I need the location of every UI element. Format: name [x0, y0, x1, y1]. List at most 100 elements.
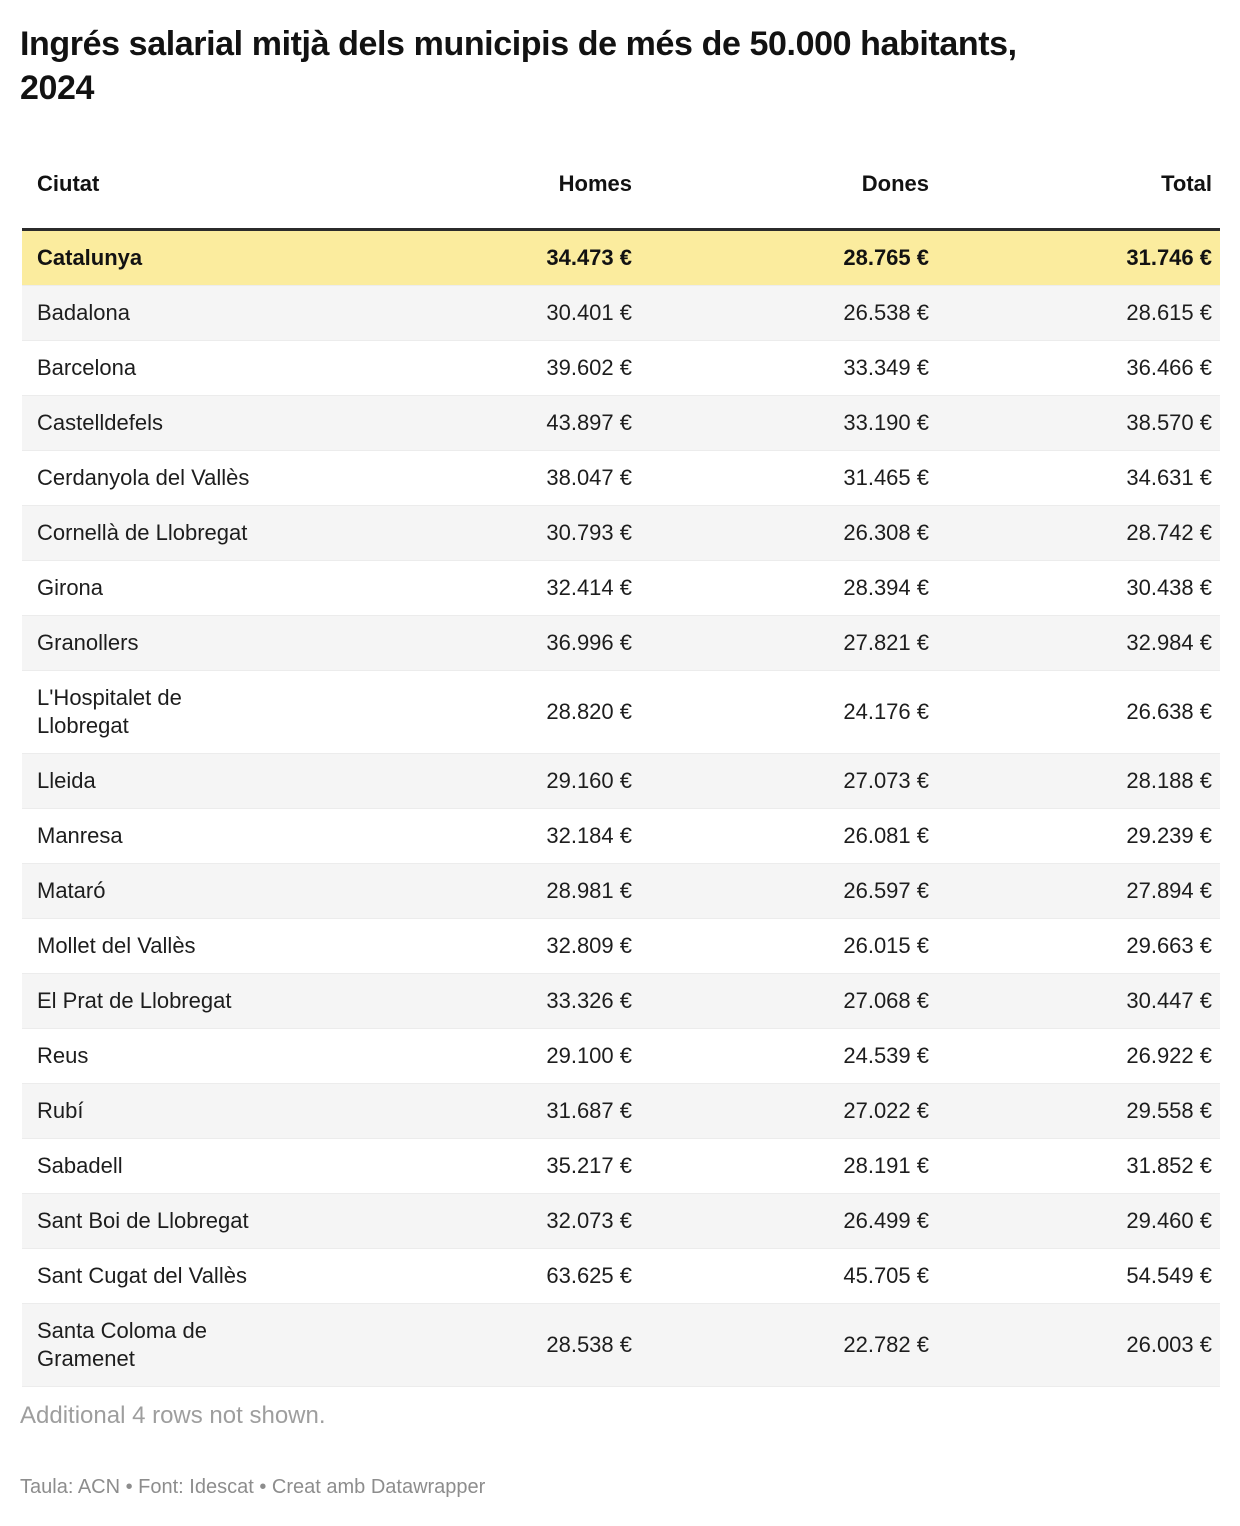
page-title: Ingrés salarial mitjà dels municipis de …	[20, 25, 1017, 107]
city-cell: Girona	[37, 575, 104, 600]
city-cell: Manresa	[37, 823, 123, 848]
dones-cell: 28.394 €	[843, 575, 929, 600]
highlight-row: Catalunya 34.473 € 28.765 € 31.746 €	[22, 229, 1220, 286]
table-row: Barcelona 39.602 € 33.349 € 36.466 €	[22, 341, 1220, 396]
table-row: Sabadell 35.217 € 28.191 € 31.852 €	[22, 1139, 1220, 1194]
homes-cell: 28.820 €	[546, 699, 632, 724]
city-cell: Lleida	[37, 768, 96, 793]
dones-cell: 33.190 €	[843, 410, 929, 435]
dones-cell: 26.081 €	[843, 823, 929, 848]
city-cell: Rubí	[37, 1098, 84, 1123]
dones-cell: 27.068 €	[843, 988, 929, 1013]
dones-cell: 24.176 €	[843, 699, 929, 724]
dones-cell: 26.597 €	[843, 878, 929, 903]
dones-cell: 27.821 €	[843, 630, 929, 655]
total-cell: 30.447 €	[1126, 988, 1212, 1013]
total-cell: 36.466 €	[1126, 355, 1212, 380]
homes-cell: 30.793 €	[546, 520, 632, 545]
total-cell: 26.003 €	[1126, 1332, 1212, 1357]
table-header-row: Ciutat Homes Dones Total	[22, 170, 1220, 230]
homes-cell: 32.073 €	[546, 1208, 632, 1233]
table-row: Reus 29.100 € 24.539 € 26.922 €	[22, 1029, 1220, 1084]
total-cell: 27.894 €	[1126, 878, 1212, 903]
dones-cell: 27.022 €	[843, 1098, 929, 1123]
homes-cell: 30.401 €	[546, 300, 632, 325]
city-cell: Sant Cugat del Vallès	[37, 1263, 247, 1288]
homes-cell: 34.473 €	[546, 245, 632, 270]
table-row: L'Hospitalet de Llobregat 28.820 € 24.176 …	[22, 671, 1220, 754]
attribution-footer: Taula: ACN • Font: Idescat • Creat amb D…	[20, 1476, 486, 1498]
data-table: Ciutat Homes Dones Total Catalunya 34.473…	[22, 170, 1220, 1387]
table-row: Granollers 36.996 € 27.821 € 32.984 €	[22, 615, 1220, 671]
total-cell: 32.984 €	[1126, 630, 1212, 655]
table-header: Ciutat Homes Dones Total	[22, 170, 1220, 230]
table-row: Castelldefels 43.897 € 33.190 € 38.570 €	[22, 395, 1220, 451]
homes-cell: 38.047 €	[546, 465, 632, 490]
total-cell: 34.631 €	[1126, 465, 1212, 490]
homes-cell: 32.809 €	[546, 933, 632, 958]
table-row: Santa Coloma de Gramenet 28.538 € 22.782 €…	[22, 1303, 1220, 1387]
total-cell: 29.558 €	[1126, 1098, 1212, 1123]
rows-note: Additional 4 rows not shown.	[20, 1402, 326, 1429]
homes-cell: 32.414 €	[546, 575, 632, 600]
table-row: Cornellà de Llobregat 30.793 € 26.308 € 28.…	[22, 505, 1220, 561]
homes-cell: 31.687 €	[546, 1098, 632, 1123]
table-row: El Prat de Llobregat 33.326 € 27.068 € 30.4…	[22, 973, 1220, 1029]
col-header-ciutat: Ciutat	[37, 171, 100, 196]
city-cell: Mollet del Vallès	[37, 933, 196, 958]
col-header-total: Total	[1161, 171, 1212, 196]
city-cell: Reus	[37, 1043, 89, 1068]
table-row: Mollet del Vallès 32.809 € 26.015 € 29.663 …	[22, 919, 1220, 974]
city-cell: Badalona	[37, 300, 130, 325]
dones-cell: 26.308 €	[843, 520, 929, 545]
city-cell: Santa Coloma de Gramenet	[37, 1318, 207, 1371]
table-row: Lleida 29.160 € 27.073 € 28.188 €	[22, 753, 1220, 809]
table-row: Sant Cugat del Vallès 63.625 € 45.705 € 54.…	[22, 1249, 1220, 1304]
city-cell: Sant Boi de Llobregat	[37, 1208, 249, 1233]
table-row: Badalona 30.401 € 26.538 € 28.615 €	[22, 285, 1220, 341]
total-cell: 26.638 €	[1126, 699, 1212, 724]
dones-cell: 28.765 €	[843, 245, 929, 270]
table-row: Cerdanyola del Vallès 38.047 € 31.465 € 34.…	[22, 451, 1220, 506]
dones-cell: 27.073 €	[843, 768, 929, 793]
total-cell: 29.663 €	[1126, 933, 1212, 958]
total-cell: 28.188 €	[1126, 768, 1212, 793]
homes-cell: 33.326 €	[546, 988, 632, 1013]
table-row: Rubí 31.687 € 27.022 € 29.558 €	[22, 1083, 1220, 1139]
homes-cell: 32.184 €	[546, 823, 632, 848]
homes-cell: 63.625 €	[546, 1263, 632, 1288]
total-cell: 38.570 €	[1126, 410, 1212, 435]
homes-cell: 29.160 €	[546, 768, 632, 793]
dones-cell: 24.539 €	[843, 1043, 929, 1068]
city-cell: Castelldefels	[37, 410, 163, 435]
homes-cell: 28.981 €	[546, 878, 632, 903]
table-body: Catalunya 34.473 € 28.765 € 31.746 € Badalon…	[22, 229, 1220, 1387]
table-row: Manresa 32.184 € 26.081 € 29.239 €	[22, 809, 1220, 864]
dones-cell: 26.015 €	[843, 933, 929, 958]
homes-cell: 28.538 €	[546, 1332, 632, 1357]
total-cell: 31.746 €	[1126, 245, 1212, 270]
dones-cell: 33.349 €	[843, 355, 929, 380]
city-cell: Sabadell	[37, 1153, 123, 1178]
city-cell: El Prat de Llobregat	[37, 988, 232, 1013]
dones-cell: 26.538 €	[843, 300, 929, 325]
homes-cell: 43.897 €	[546, 410, 632, 435]
table-row: Mataró 28.981 € 26.597 € 27.894 €	[22, 863, 1220, 919]
homes-cell: 35.217 €	[546, 1153, 632, 1178]
homes-cell: 39.602 €	[546, 355, 632, 380]
total-cell: 31.852 €	[1126, 1153, 1212, 1178]
homes-cell: 36.996 €	[546, 630, 632, 655]
total-cell: 26.922 €	[1126, 1043, 1212, 1068]
total-cell: 28.615 €	[1126, 300, 1212, 325]
city-cell: Mataró	[37, 878, 106, 903]
dones-cell: 45.705 €	[843, 1263, 929, 1288]
city-cell: Barcelona	[37, 355, 137, 380]
total-cell: 29.460 €	[1126, 1208, 1212, 1233]
total-cell: 28.742 €	[1126, 520, 1212, 545]
col-header-homes: Homes	[558, 171, 632, 196]
city-cell: Cornellà de Llobregat	[37, 520, 248, 545]
total-cell: 29.239 €	[1126, 823, 1212, 848]
city-cell: Granollers	[37, 630, 139, 655]
homes-cell: 29.100 €	[546, 1043, 632, 1068]
